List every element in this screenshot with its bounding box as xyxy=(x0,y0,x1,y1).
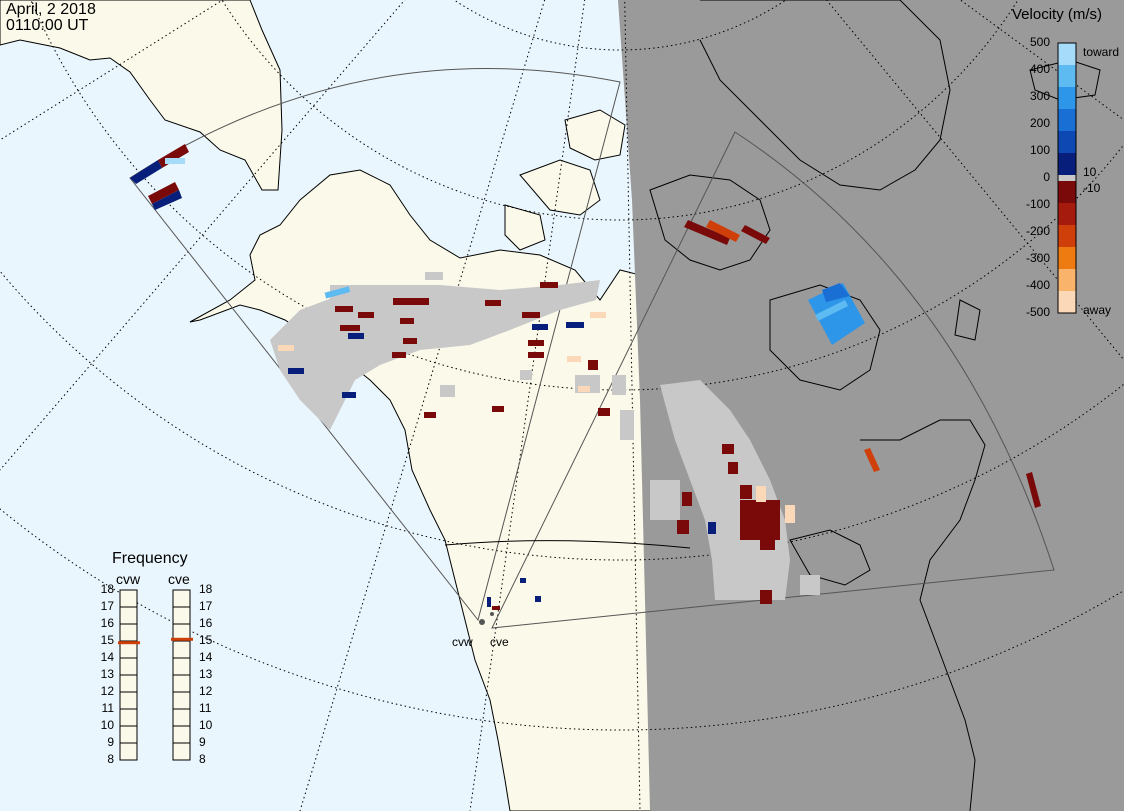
frequency-tick-left: 15 xyxy=(100,633,114,647)
frequency-tick-left: 11 xyxy=(101,701,114,715)
frequency-tick-right: 16 xyxy=(199,616,213,630)
velocity-scale-title: Velocity (m/s) xyxy=(1012,6,1103,23)
land-siberia xyxy=(0,0,283,191)
velocity-color-segment xyxy=(1058,203,1076,226)
frequency-gauges xyxy=(118,589,193,761)
ground-scatter xyxy=(270,272,820,600)
velocity-tick-label: 400 xyxy=(1029,62,1050,76)
fov-cve xyxy=(491,131,1055,629)
velocity-tick-label: -200 xyxy=(1025,224,1050,238)
freq-indicator-cvw xyxy=(118,641,140,645)
frequency-col-cve: cve xyxy=(168,571,190,587)
velocity-inner-tick-pos: 10 xyxy=(1083,165,1097,179)
velocity-tick-label: 500 xyxy=(1029,35,1050,49)
radar-site-cve-marker xyxy=(490,612,494,616)
frequency-tick-right: 10 xyxy=(199,718,213,732)
frequency-title: Frequency xyxy=(112,550,188,567)
frequency-tick-left: 14 xyxy=(100,650,114,664)
velocity-tick-label: 0 xyxy=(1043,170,1050,184)
map-time: 0110:00 UT xyxy=(6,17,89,34)
velocity-tick-label: -400 xyxy=(1025,278,1050,292)
frequency-tick-left: 9 xyxy=(107,735,114,749)
velocity-colorbar-frame xyxy=(1057,42,1077,314)
map-date: April, 2 2018 xyxy=(6,1,96,18)
frequency-tick-left: 10 xyxy=(100,718,114,732)
frequency-tick-right: 13 xyxy=(199,667,213,681)
frequency-tick-right: 17 xyxy=(199,599,213,613)
land-arctic-island-1 xyxy=(519,159,601,216)
velocity-tick-label: 300 xyxy=(1029,89,1050,103)
velocity-color-segment xyxy=(1058,269,1076,292)
radar-label-cvw: cvw xyxy=(452,635,473,649)
velocity-away-label: away xyxy=(1083,303,1112,317)
velocity-ground-scatter-segment xyxy=(1058,175,1076,181)
velocity-colorbar xyxy=(1057,42,1077,314)
velocity-color-segment xyxy=(1058,181,1076,204)
frequency-tick-right: 11 xyxy=(199,701,212,715)
freq-indicator-cve xyxy=(171,637,193,641)
velocity-color-segment xyxy=(1058,225,1076,248)
fov-inner-arc xyxy=(444,540,691,549)
frequency-tick-right: 9 xyxy=(199,735,206,749)
velocity-color-segment xyxy=(1058,153,1076,176)
velocity-inner-tick-neg: -10 xyxy=(1083,181,1101,195)
velocity-color-segment xyxy=(1058,291,1076,314)
frequency-tick-right: 8 xyxy=(199,752,206,766)
frequency-tick-right: 14 xyxy=(199,650,213,664)
frequency-tick-right: 15 xyxy=(199,633,213,647)
velocity-color-segment xyxy=(1058,43,1076,66)
frequency-tick-left: 16 xyxy=(100,616,114,630)
velocity-tick-label: -500 xyxy=(1025,305,1050,319)
night-coastlines xyxy=(649,0,1101,811)
frequency-tick-left: 12 xyxy=(100,684,114,698)
velocity-color-segment xyxy=(1058,65,1076,88)
velocity-tick-label: -100 xyxy=(1025,197,1050,211)
frequency-col-cvw: cvw xyxy=(116,571,141,587)
velocity-tick-label: 200 xyxy=(1029,116,1050,130)
velocity-color-segment xyxy=(1058,87,1076,110)
velocity-tick-label: 100 xyxy=(1029,143,1050,157)
radar-label-cve: cve xyxy=(490,635,509,649)
frequency-tick-left: 8 xyxy=(107,752,114,766)
velocity-color-segment xyxy=(1058,247,1076,270)
land-arctic-island-3 xyxy=(504,204,546,251)
land-arctic-island-2 xyxy=(564,109,626,161)
frequency-tick-left: 17 xyxy=(100,599,114,613)
velocity-tick-label: -300 xyxy=(1025,251,1050,265)
velocity-echoes xyxy=(130,144,1041,610)
velocity-color-segment xyxy=(1058,109,1076,132)
frequency-tick-right: 18 xyxy=(199,582,213,596)
frequency-tick-right: 12 xyxy=(199,684,213,698)
frequency-tick-left: 13 xyxy=(100,667,114,681)
radar-site-cvw-marker xyxy=(479,619,485,625)
velocity-toward-label: toward xyxy=(1083,45,1120,59)
velocity-color-segment xyxy=(1058,131,1076,154)
frequency-tick-left: 18 xyxy=(100,582,114,596)
